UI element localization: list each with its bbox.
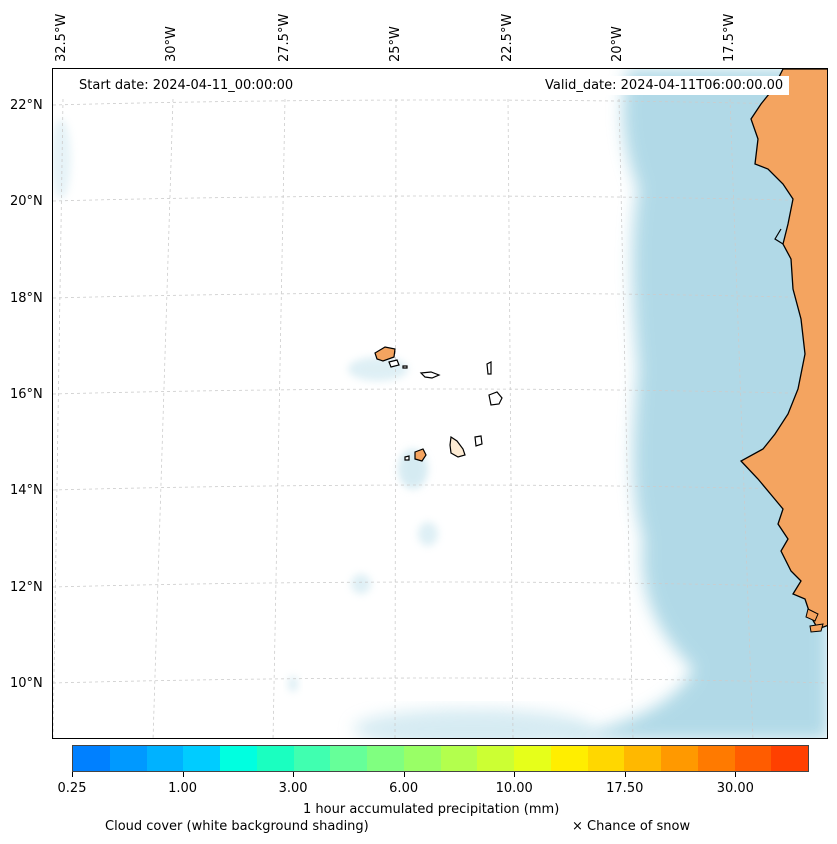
- lat-label-12n: 12°N: [10, 580, 43, 595]
- colorbar-tick-mark: [624, 772, 626, 777]
- coast-island-south: [805, 608, 819, 622]
- cloud-patch-3: [418, 522, 438, 546]
- lat-label-16n: 16°N: [10, 387, 43, 402]
- island-santiago: [449, 435, 466, 458]
- precipitation-colorbar: [72, 745, 809, 772]
- island-boa-vista: [488, 391, 503, 406]
- colorbar-tick-mark: [293, 772, 295, 777]
- gridline-lon-17-5w: [729, 98, 754, 738]
- colorbar-tick-mark: [403, 772, 405, 777]
- colorbar-swatch: [550, 746, 588, 771]
- colorbar-swatch: [697, 746, 735, 771]
- lat-label-14n: 14°N: [10, 483, 43, 498]
- colorbar-tick-label: 0.25: [57, 781, 87, 796]
- gridline-lon-32-5w: [53, 98, 64, 738]
- colorbar-swatch: [734, 746, 772, 771]
- colorbar-tick-label: 30.00: [716, 781, 754, 796]
- lat-label-22n: 22°N: [10, 98, 43, 113]
- colorbar-swatch: [440, 746, 478, 771]
- cloud-band-east: [563, 69, 827, 738]
- cloud-patch-4: [351, 574, 371, 594]
- colorbar-swatch: [624, 746, 661, 771]
- colorbar-tick-mark: [72, 772, 73, 777]
- gridline-lon-25w: [394, 98, 397, 738]
- gridline-lat-16n: [53, 388, 827, 395]
- colorbar-swatch: [514, 746, 551, 771]
- colorbar-swatch: [146, 746, 184, 771]
- island-maio: [474, 435, 483, 447]
- island-sal: [486, 361, 492, 375]
- colorbar-tick-mark: [514, 772, 516, 777]
- start-date-label: Start date: 2024-04-11_00:00:00: [73, 76, 300, 95]
- cloud-cover-legend: Cloud cover (white background shading): [105, 819, 369, 834]
- gridline-lat-10n: [53, 677, 827, 684]
- africa-mainland: [739, 69, 827, 630]
- gridline-lat-14n: [53, 484, 827, 491]
- coast-inlet-1: [774, 228, 784, 245]
- coast-island-south-2: [809, 623, 824, 633]
- colorbar-swatch: [771, 746, 808, 771]
- colorbar-tick-label: 17.50: [606, 781, 644, 796]
- gridline-lon-30w: [152, 98, 174, 738]
- snow-legend: × Chance of snow: [572, 819, 691, 834]
- gridline-lat-18n: [53, 292, 827, 299]
- map-panel: [52, 68, 828, 739]
- gridline-lat-12n: [53, 581, 827, 588]
- colorbar-swatch: [256, 746, 294, 771]
- cloud-patch-islands-1: [348, 357, 408, 381]
- colorbar-swatch: [587, 746, 625, 771]
- lat-label-20n: 20°N: [10, 194, 43, 209]
- cloud-patch-6: [288, 676, 298, 692]
- colorbar-swatch: [367, 746, 404, 771]
- colorbar-swatch: [109, 746, 147, 771]
- colorbar-tick-mark: [735, 772, 737, 777]
- colorbar-tick-mark: [182, 772, 184, 777]
- lat-label-10n: 10°N: [10, 676, 43, 691]
- colorbar-tick-label: 6.00: [389, 781, 419, 796]
- colorbar-tick-label: 1.00: [168, 781, 198, 796]
- island-fogo: [414, 448, 427, 462]
- gridline-lon-27-5w: [272, 98, 286, 738]
- island-santo-antao: [374, 346, 396, 362]
- colorbar-swatch: [293, 746, 331, 771]
- colorbar-swatch: [183, 746, 220, 771]
- colorbar-swatch: [661, 746, 698, 771]
- colorbar-swatch: [477, 746, 514, 771]
- colorbar-swatch: [330, 746, 367, 771]
- island-santa-luzia: [402, 365, 408, 369]
- colorbar-swatch: [403, 746, 441, 771]
- colorbar-swatch: [73, 746, 110, 771]
- map-canvas: [53, 69, 827, 738]
- colorbar-swatch: [220, 746, 257, 771]
- graticule: [53, 98, 827, 738]
- island-brava: [404, 455, 410, 461]
- cloud-cover-shading: [53, 69, 827, 738]
- cape-verde-islands: [374, 346, 503, 462]
- lat-label-18n: 18°N: [10, 291, 43, 306]
- gridline-lat-22n: [53, 99, 827, 106]
- island-sao-nicolau: [419, 371, 441, 379]
- valid-date-label: Valid_date: 2024-04-11T06:00:00.00: [539, 76, 790, 95]
- gridline-lon-20w: [618, 98, 634, 738]
- colorbar-tick-label: 10.00: [495, 781, 533, 796]
- island-sao-vicente: [388, 359, 400, 368]
- cloud-patch-south: [353, 709, 593, 738]
- gridline-lat-20n: [53, 195, 827, 202]
- gridline-lon-22-5w: [507, 98, 514, 738]
- colorbar-tick-label: 3.00: [278, 781, 308, 796]
- colorbar-label: 1 hour accumulated precipitation (mm): [303, 802, 560, 817]
